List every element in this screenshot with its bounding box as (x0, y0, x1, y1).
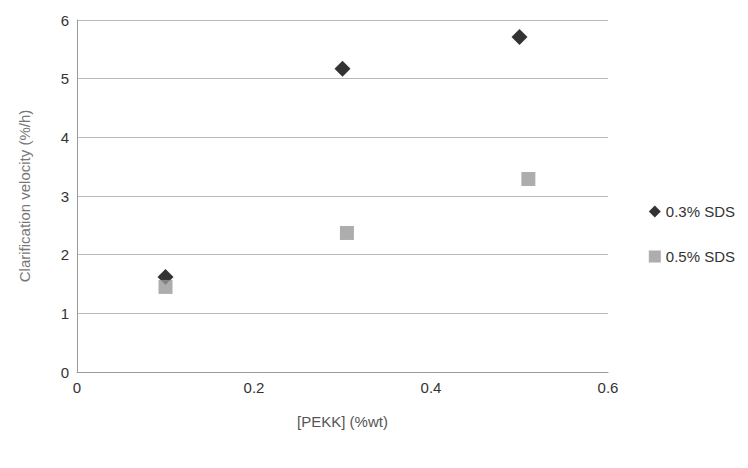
svg-text:4: 4 (61, 129, 69, 146)
svg-text:0.6: 0.6 (598, 379, 619, 396)
svg-text:5: 5 (61, 70, 69, 87)
svg-text:0: 0 (61, 364, 69, 381)
svg-text:0.3% SDS: 0.3% SDS (666, 203, 735, 220)
svg-text:0: 0 (73, 379, 81, 396)
svg-text:0.2: 0.2 (244, 379, 265, 396)
svg-text:6: 6 (61, 12, 69, 29)
svg-text:3: 3 (61, 188, 69, 205)
svg-text:Clarification velocity (%/h): Clarification velocity (%/h) (16, 110, 33, 283)
svg-text:0.4: 0.4 (421, 379, 442, 396)
svg-text:2: 2 (61, 246, 69, 263)
svg-text:0.5% SDS: 0.5% SDS (666, 248, 735, 265)
svg-text:[PEKK] (%wt): [PEKK] (%wt) (297, 413, 388, 430)
svg-text:1: 1 (61, 305, 69, 322)
